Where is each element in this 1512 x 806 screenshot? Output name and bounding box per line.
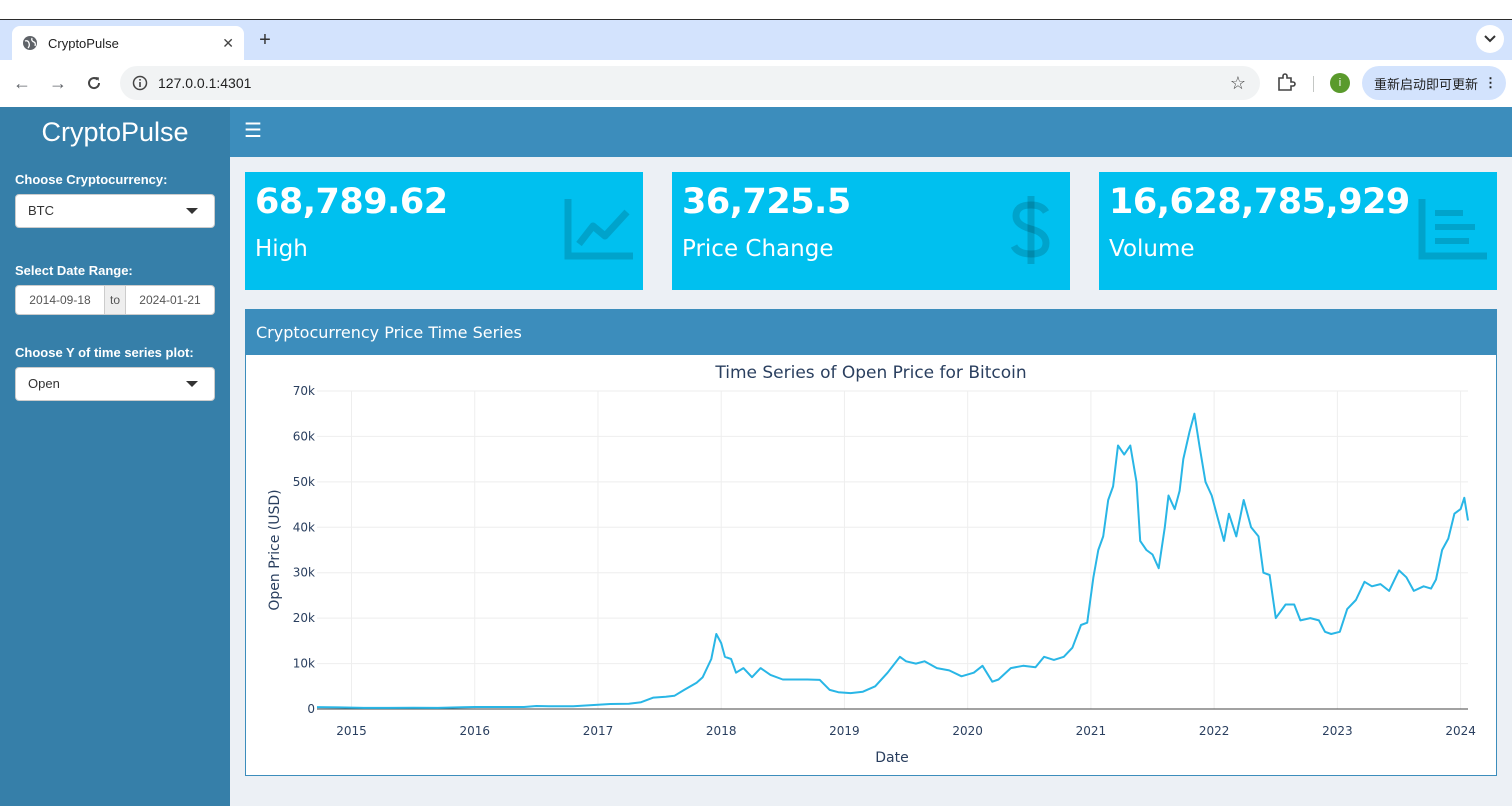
back-arrow-icon[interactable]: ← (13, 73, 31, 93)
date-range-separator: to (105, 285, 125, 315)
value-box-number: 68,789.62 (255, 182, 448, 222)
app-container: CryptoPulse Choose Cryptocurrency: BTC S… (0, 107, 1512, 806)
chart-area[interactable]: 0 10k 20k 30k 40k 50k 60k 70k 2015 2016 2017 2018 20… (246, 355, 1496, 775)
browser-tab-bar: CryptoPulse ✕ + (0, 20, 1512, 60)
time-series-chart[interactable]: 0 10k 20k 30k 40k 50k 60k 70k 2015 2016 2017 2018 20… (246, 355, 1496, 775)
bookmark-star-icon[interactable]: ☆ (1229, 73, 1246, 93)
value-box-caption: High (255, 236, 308, 262)
value-box-number: 16,628,785,929 (1109, 182, 1410, 222)
y-tick-label: 30k (293, 566, 315, 580)
chart-title: Time Series of Open Price for Bitcoin (714, 363, 1026, 383)
x-tick-label: 2021 (1076, 724, 1107, 738)
series-line (316, 412, 1469, 709)
more-menu-icon: ⋮ (1484, 75, 1498, 90)
x-tick-label: 2016 (459, 724, 490, 738)
value-box-volume: 16,628,785,929 Volume (1099, 172, 1497, 290)
browser-tab-cryptopulse[interactable]: CryptoPulse ✕ (12, 26, 244, 60)
crypto-select-value: BTC (28, 203, 54, 218)
site-info-icon[interactable] (132, 75, 148, 91)
x-tick-label: 2023 (1322, 724, 1353, 738)
sidebar-toggle-icon[interactable]: ☰ (244, 120, 262, 142)
forward-arrow-icon[interactable]: → (49, 73, 67, 93)
dollar-icon (1010, 196, 1050, 264)
time-series-panel: Cryptocurrency Price Time Series 0 10k 20k… (245, 309, 1497, 776)
screen-top-strip (0, 0, 1512, 20)
date-range-input: 2014-09-18 to 2024-01-21 (15, 285, 215, 315)
crypto-select[interactable]: BTC (15, 194, 215, 228)
bar-list-icon (1418, 199, 1487, 260)
sidebar: CryptoPulse Choose Cryptocurrency: BTC S… (0, 107, 230, 806)
y-tick-label: 50k (293, 475, 315, 489)
end-date-input[interactable]: 2024-01-21 (125, 285, 215, 315)
x-tick-label: 2024 (1445, 724, 1476, 738)
toolbar-divider (1313, 76, 1314, 92)
y-tick-label: 0 (307, 702, 315, 716)
caret-down-icon (186, 381, 198, 387)
start-date-input[interactable]: 2014-09-18 (15, 285, 105, 315)
browser-toolbar: ← → 127.0.0.1:4301 ☆ i 重新启动即可更新 ⋮ (0, 60, 1512, 106)
chevron-down-icon (1484, 35, 1496, 43)
x-tick-label: 2019 (829, 724, 860, 738)
value-box-caption: Volume (1109, 236, 1195, 262)
update-button[interactable]: 重新启动即可更新 ⋮ (1362, 66, 1506, 100)
value-box-caption: Price Change (682, 236, 834, 262)
x-tick-label: 2018 (706, 724, 737, 738)
y-axis-label: Open Price (USD) (267, 489, 283, 610)
reload-icon[interactable] (84, 73, 104, 93)
new-tab-button[interactable]: + (259, 29, 271, 51)
line-chart-icon (564, 199, 633, 260)
crypto-select-label: Choose Cryptocurrency: (15, 172, 168, 187)
y-select-label: Choose Y of time series plot: (15, 345, 194, 360)
value-box-price-change: 36,725.5 Price Change (672, 172, 1070, 290)
app-header: ☰ (230, 107, 1512, 157)
x-tick-label: 2017 (583, 724, 614, 738)
y-tick-label: 40k (293, 520, 315, 534)
value-box-high: 68,789.62 High (245, 172, 643, 290)
y-variable-select[interactable]: Open (15, 367, 215, 401)
y-tick-label: 70k (293, 384, 315, 398)
extensions-puzzle-icon[interactable] (1276, 72, 1296, 92)
close-tab-icon[interactable]: ✕ (222, 34, 234, 51)
tab-search-button[interactable] (1476, 25, 1504, 53)
y-tick-label: 60k (293, 429, 315, 443)
profile-avatar[interactable]: i (1330, 73, 1350, 93)
x-axis-label: Date (875, 750, 908, 766)
value-box-number: 36,725.5 (682, 182, 851, 222)
x-tick-label: 2022 (1199, 724, 1230, 738)
y-select-value: Open (28, 376, 60, 391)
panel-title: Cryptocurrency Price Time Series (246, 310, 1496, 355)
caret-down-icon (186, 208, 198, 214)
url-text[interactable]: 127.0.0.1:4301 (158, 75, 252, 91)
y-tick-label: 20k (293, 611, 315, 625)
date-range-label: Select Date Range: (15, 263, 133, 278)
address-bar[interactable]: 127.0.0.1:4301 ☆ (120, 66, 1260, 100)
tab-title: CryptoPulse (48, 35, 119, 51)
brand-logo[interactable]: CryptoPulse (0, 107, 230, 157)
update-label: 重新启动即可更新 (1374, 76, 1479, 92)
globe-icon (23, 36, 37, 50)
x-tick-label: 2015 (336, 724, 367, 738)
y-tick-label: 10k (293, 657, 315, 671)
x-tick-label: 2020 (952, 724, 983, 738)
